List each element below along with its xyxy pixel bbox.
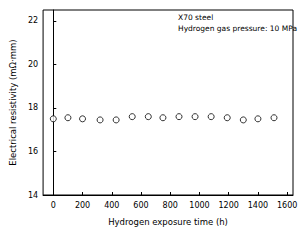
svg-text:X70 steel: X70 steel	[178, 13, 213, 22]
svg-text:400: 400	[104, 201, 119, 210]
svg-text:200: 200	[75, 201, 90, 210]
svg-text:1000: 1000	[189, 201, 209, 210]
svg-text:0: 0	[51, 201, 56, 210]
svg-text:Electrical resistivity (mΩ·mm): Electrical resistivity (mΩ·mm)	[8, 39, 18, 165]
svg-text:22: 22	[28, 16, 38, 25]
svg-text:18: 18	[28, 103, 38, 112]
svg-text:1400: 1400	[248, 201, 268, 210]
svg-text:Hydrogen gas pressure: 10 MPa: Hydrogen gas pressure: 10 MPa	[178, 24, 297, 33]
svg-text:1200: 1200	[219, 201, 239, 210]
svg-text:20: 20	[28, 60, 38, 69]
svg-text:Hydrogen exposure time (h): Hydrogen exposure time (h)	[108, 217, 228, 227]
svg-text:14: 14	[28, 191, 38, 200]
svg-text:16: 16	[28, 147, 38, 156]
svg-text:1600: 1600	[277, 201, 297, 210]
svg-text:800: 800	[163, 201, 178, 210]
svg-text:600: 600	[133, 201, 148, 210]
